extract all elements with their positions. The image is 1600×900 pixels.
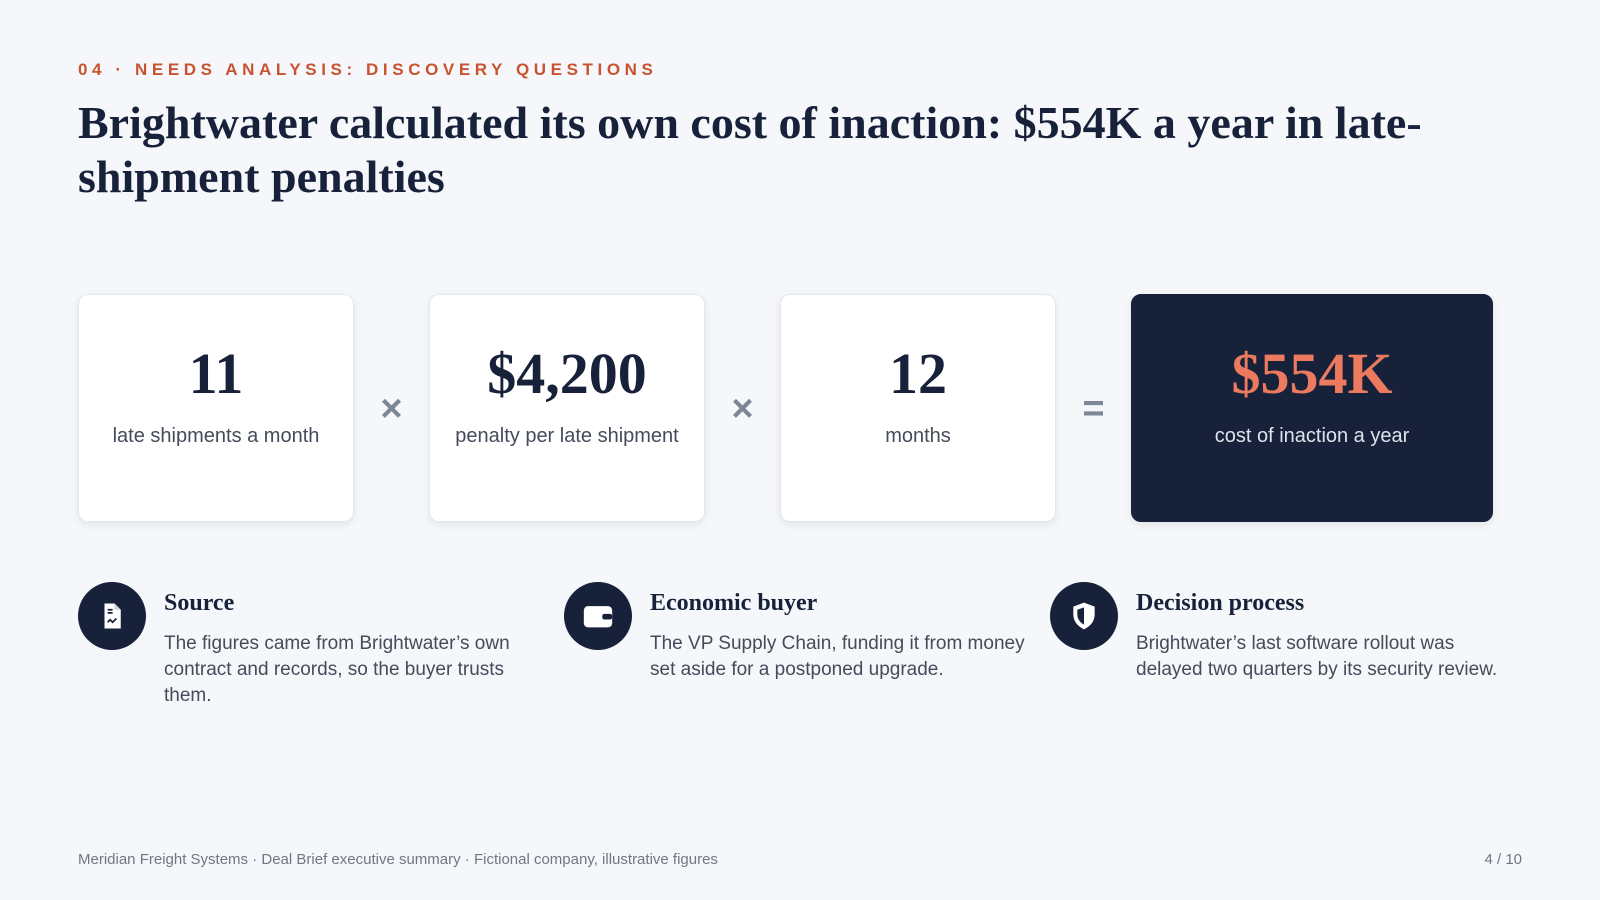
term-label: penalty per late shipment [455, 425, 679, 447]
slide-title: Brightwater calculated its own cost of i… [78, 97, 1422, 202]
note-text: The figures came from Brightwater’s own … [164, 633, 510, 706]
operator: × [731, 387, 754, 430]
note: Source The figures came from Brightwater… [78, 582, 564, 709]
note-title: Economic buyer [650, 590, 818, 616]
notes: Source The figures came from Brightwater… [78, 582, 1536, 709]
term-value: 12 [889, 341, 947, 406]
note-text: The VP Supply Chain, funding it from mon… [650, 633, 1025, 680]
result-label: cost of inaction a year [1214, 425, 1410, 447]
note-body: Economic buyer The VP Supply Chain, fund… [650, 582, 1030, 709]
equation: 11 late shipments a month × $4,200 penal… [78, 294, 1493, 522]
note-title: Decision process [1136, 590, 1305, 616]
note-title: Source [164, 590, 235, 616]
icon-glyph [1073, 602, 1095, 630]
note-body: Decision process Brightwater’s last soft… [1136, 582, 1516, 709]
result-card: $554K cost of inaction a year [1131, 294, 1493, 522]
page-number: 4 / 10 [1484, 851, 1522, 868]
operator: = [1082, 387, 1105, 430]
term-card: $4,200 penalty per late shipment [429, 294, 705, 522]
note: Decision process Brightwater’s last soft… [1050, 582, 1536, 709]
term-label: months [885, 425, 951, 447]
note: Economic buyer The VP Supply Chain, fund… [564, 582, 1050, 709]
footer: Meridian Freight Systems · Deal Brief ex… [78, 851, 1522, 868]
wallet-icon [564, 582, 632, 650]
term-card: 12 months [780, 294, 1056, 522]
shield-icon [1050, 582, 1118, 650]
operator: × [380, 387, 403, 430]
icon-glyph [104, 603, 121, 629]
term-label: late shipments a month [112, 425, 320, 447]
eyebrow: 04 · NEEDS ANALYSIS: DISCOVERY QUESTIONS [78, 60, 658, 79]
icon-glyph [583, 606, 613, 628]
term-value: 11 [188, 341, 244, 406]
document-icon [78, 582, 146, 650]
term-value: $4,200 [487, 341, 647, 406]
note-body: Source The figures came from Brightwater… [164, 582, 544, 709]
footer-text: Meridian Freight Systems · Deal Brief ex… [78, 851, 718, 868]
result-value: $554K [1231, 341, 1393, 406]
note-text: Brightwater’s last software rollout was … [1136, 633, 1498, 680]
term-card: 11 late shipments a month [78, 294, 354, 522]
